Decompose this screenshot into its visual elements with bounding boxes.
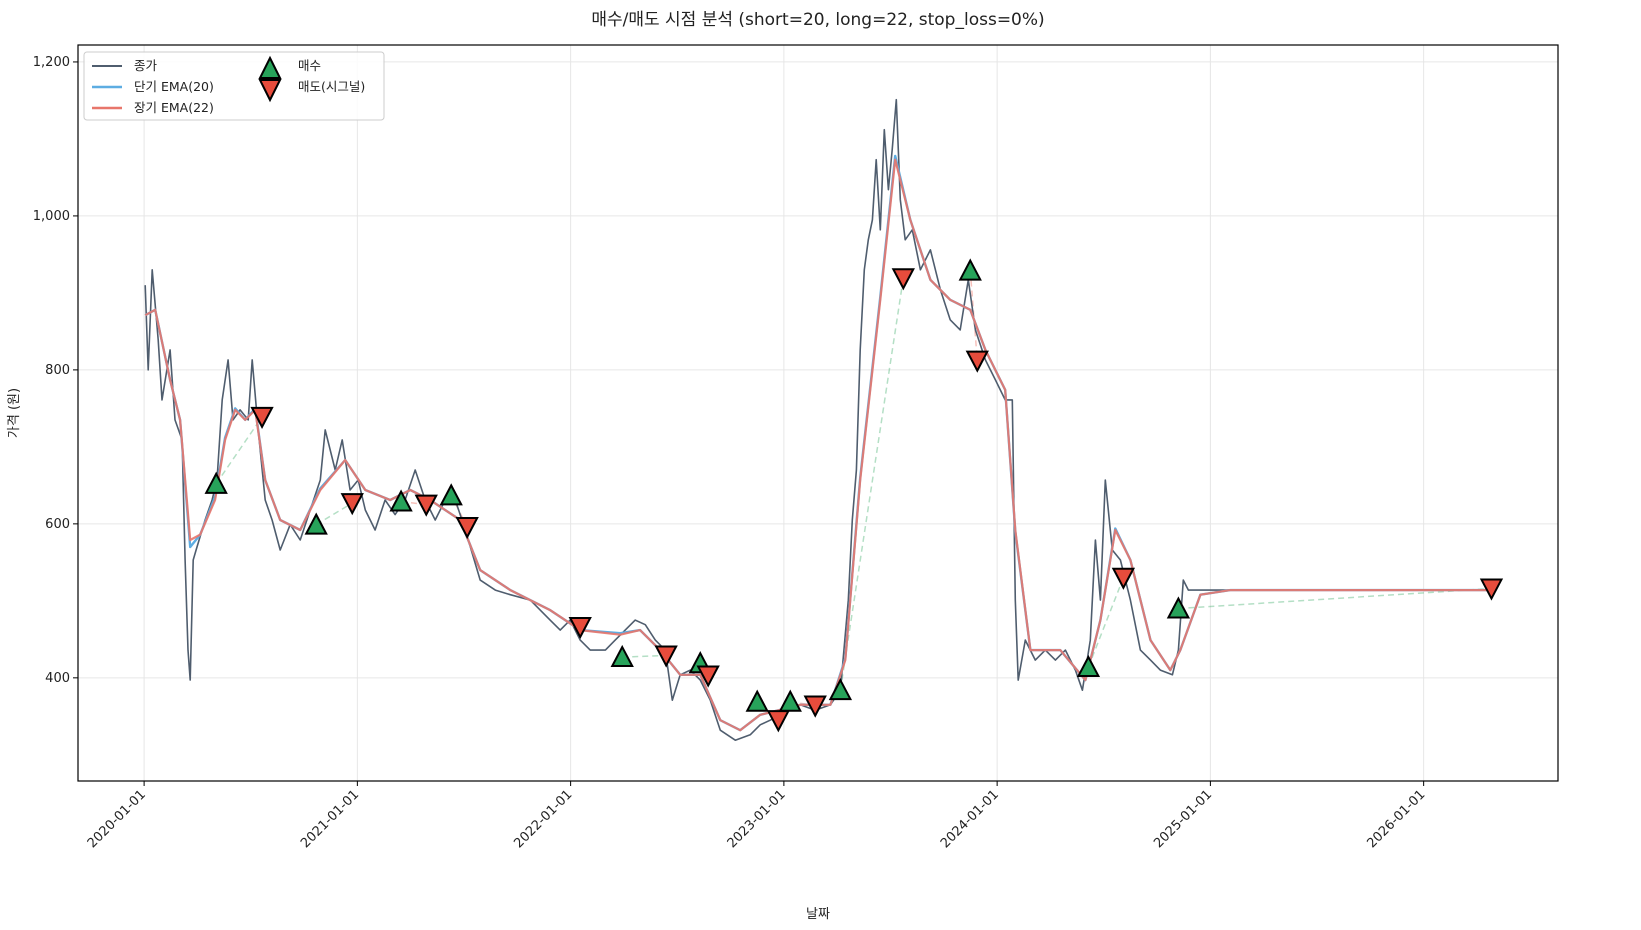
legend-buy-marker (258, 55, 282, 79)
y-tick-label: 1,200 (33, 55, 70, 70)
grid (78, 45, 1558, 781)
legend-box (83, 51, 385, 121)
sell-marker (568, 617, 592, 640)
sell-marker (414, 494, 438, 517)
x-tick-label: 2025-01-01 (1151, 787, 1215, 851)
sell-marker (340, 493, 364, 516)
buy-marker (389, 489, 413, 512)
buy-marker (439, 483, 463, 506)
trade-line (1178, 587, 1492, 610)
legend-long: 장기 EMA(22) (134, 100, 214, 115)
trade-line (622, 654, 667, 658)
sell-marker (250, 406, 274, 429)
buy-marker (610, 644, 634, 668)
buy-marker (958, 258, 982, 281)
signal-markers (204, 258, 1504, 733)
close-price-line (144, 98, 1491, 741)
buy-marker (828, 678, 853, 701)
x-tick-label: 2024-01-01 (938, 787, 1002, 851)
chart-title: 매수/매도 시점 분석 (short=20, long=22, stop_los… (591, 10, 1044, 30)
sell-marker (965, 350, 989, 373)
y-tick-label: 600 (45, 517, 70, 532)
x-tick-label: 2026-01-01 (1364, 787, 1428, 851)
buy-marker (304, 512, 328, 535)
x-tick-label: 2021-01-01 (298, 787, 362, 851)
buy-marker (1076, 654, 1101, 678)
legend-close: 종가 (134, 58, 158, 73)
sell-marker (1479, 578, 1504, 601)
buy-marker (204, 471, 228, 494)
sell-marker (654, 645, 678, 668)
x-axis-label: 날짜 (806, 907, 830, 922)
sell-marker (891, 268, 915, 291)
x-tick-label: 2022-01-01 (511, 787, 575, 851)
buy-marker (745, 689, 769, 712)
y-tick-label: 800 (45, 363, 70, 378)
sell-marker (766, 710, 790, 733)
sell-marker (696, 665, 720, 688)
series-lines (144, 98, 1491, 741)
y-tick-label: 1,000 (33, 209, 70, 224)
y-axis-label: 가격 (원) (7, 388, 22, 438)
legend: 종가 단기 EMA(20) 장기 EMA(22) 매수 매도(시그널) (83, 51, 385, 121)
trade-line (1087, 577, 1125, 668)
sell-marker (455, 516, 479, 540)
buy-marker (1166, 596, 1191, 619)
legend-sell-marker (258, 79, 282, 103)
legend-buy: 매수 (298, 58, 321, 73)
legend-sell: 매도(시그널) (298, 79, 365, 94)
long-ema-line (144, 158, 1491, 732)
trade-line (839, 278, 905, 691)
trade-line (215, 416, 263, 485)
axes: 2020-01-01 2021-01-01 2022-01-01 2023-01-01… (33, 55, 1429, 851)
y-tick-label: 400 (45, 671, 70, 686)
x-tick-label: 2023-01-01 (725, 787, 789, 851)
legend-short: 단기 EMA(20) (134, 79, 214, 94)
x-tick-label: 2020-01-01 (85, 787, 149, 851)
plot-frame (77, 44, 1559, 782)
trade-line (315, 502, 353, 526)
short-ema-line (144, 154, 1491, 732)
sell-marker (1111, 567, 1136, 590)
buy-marker (778, 689, 802, 712)
sell-marker (803, 695, 827, 718)
